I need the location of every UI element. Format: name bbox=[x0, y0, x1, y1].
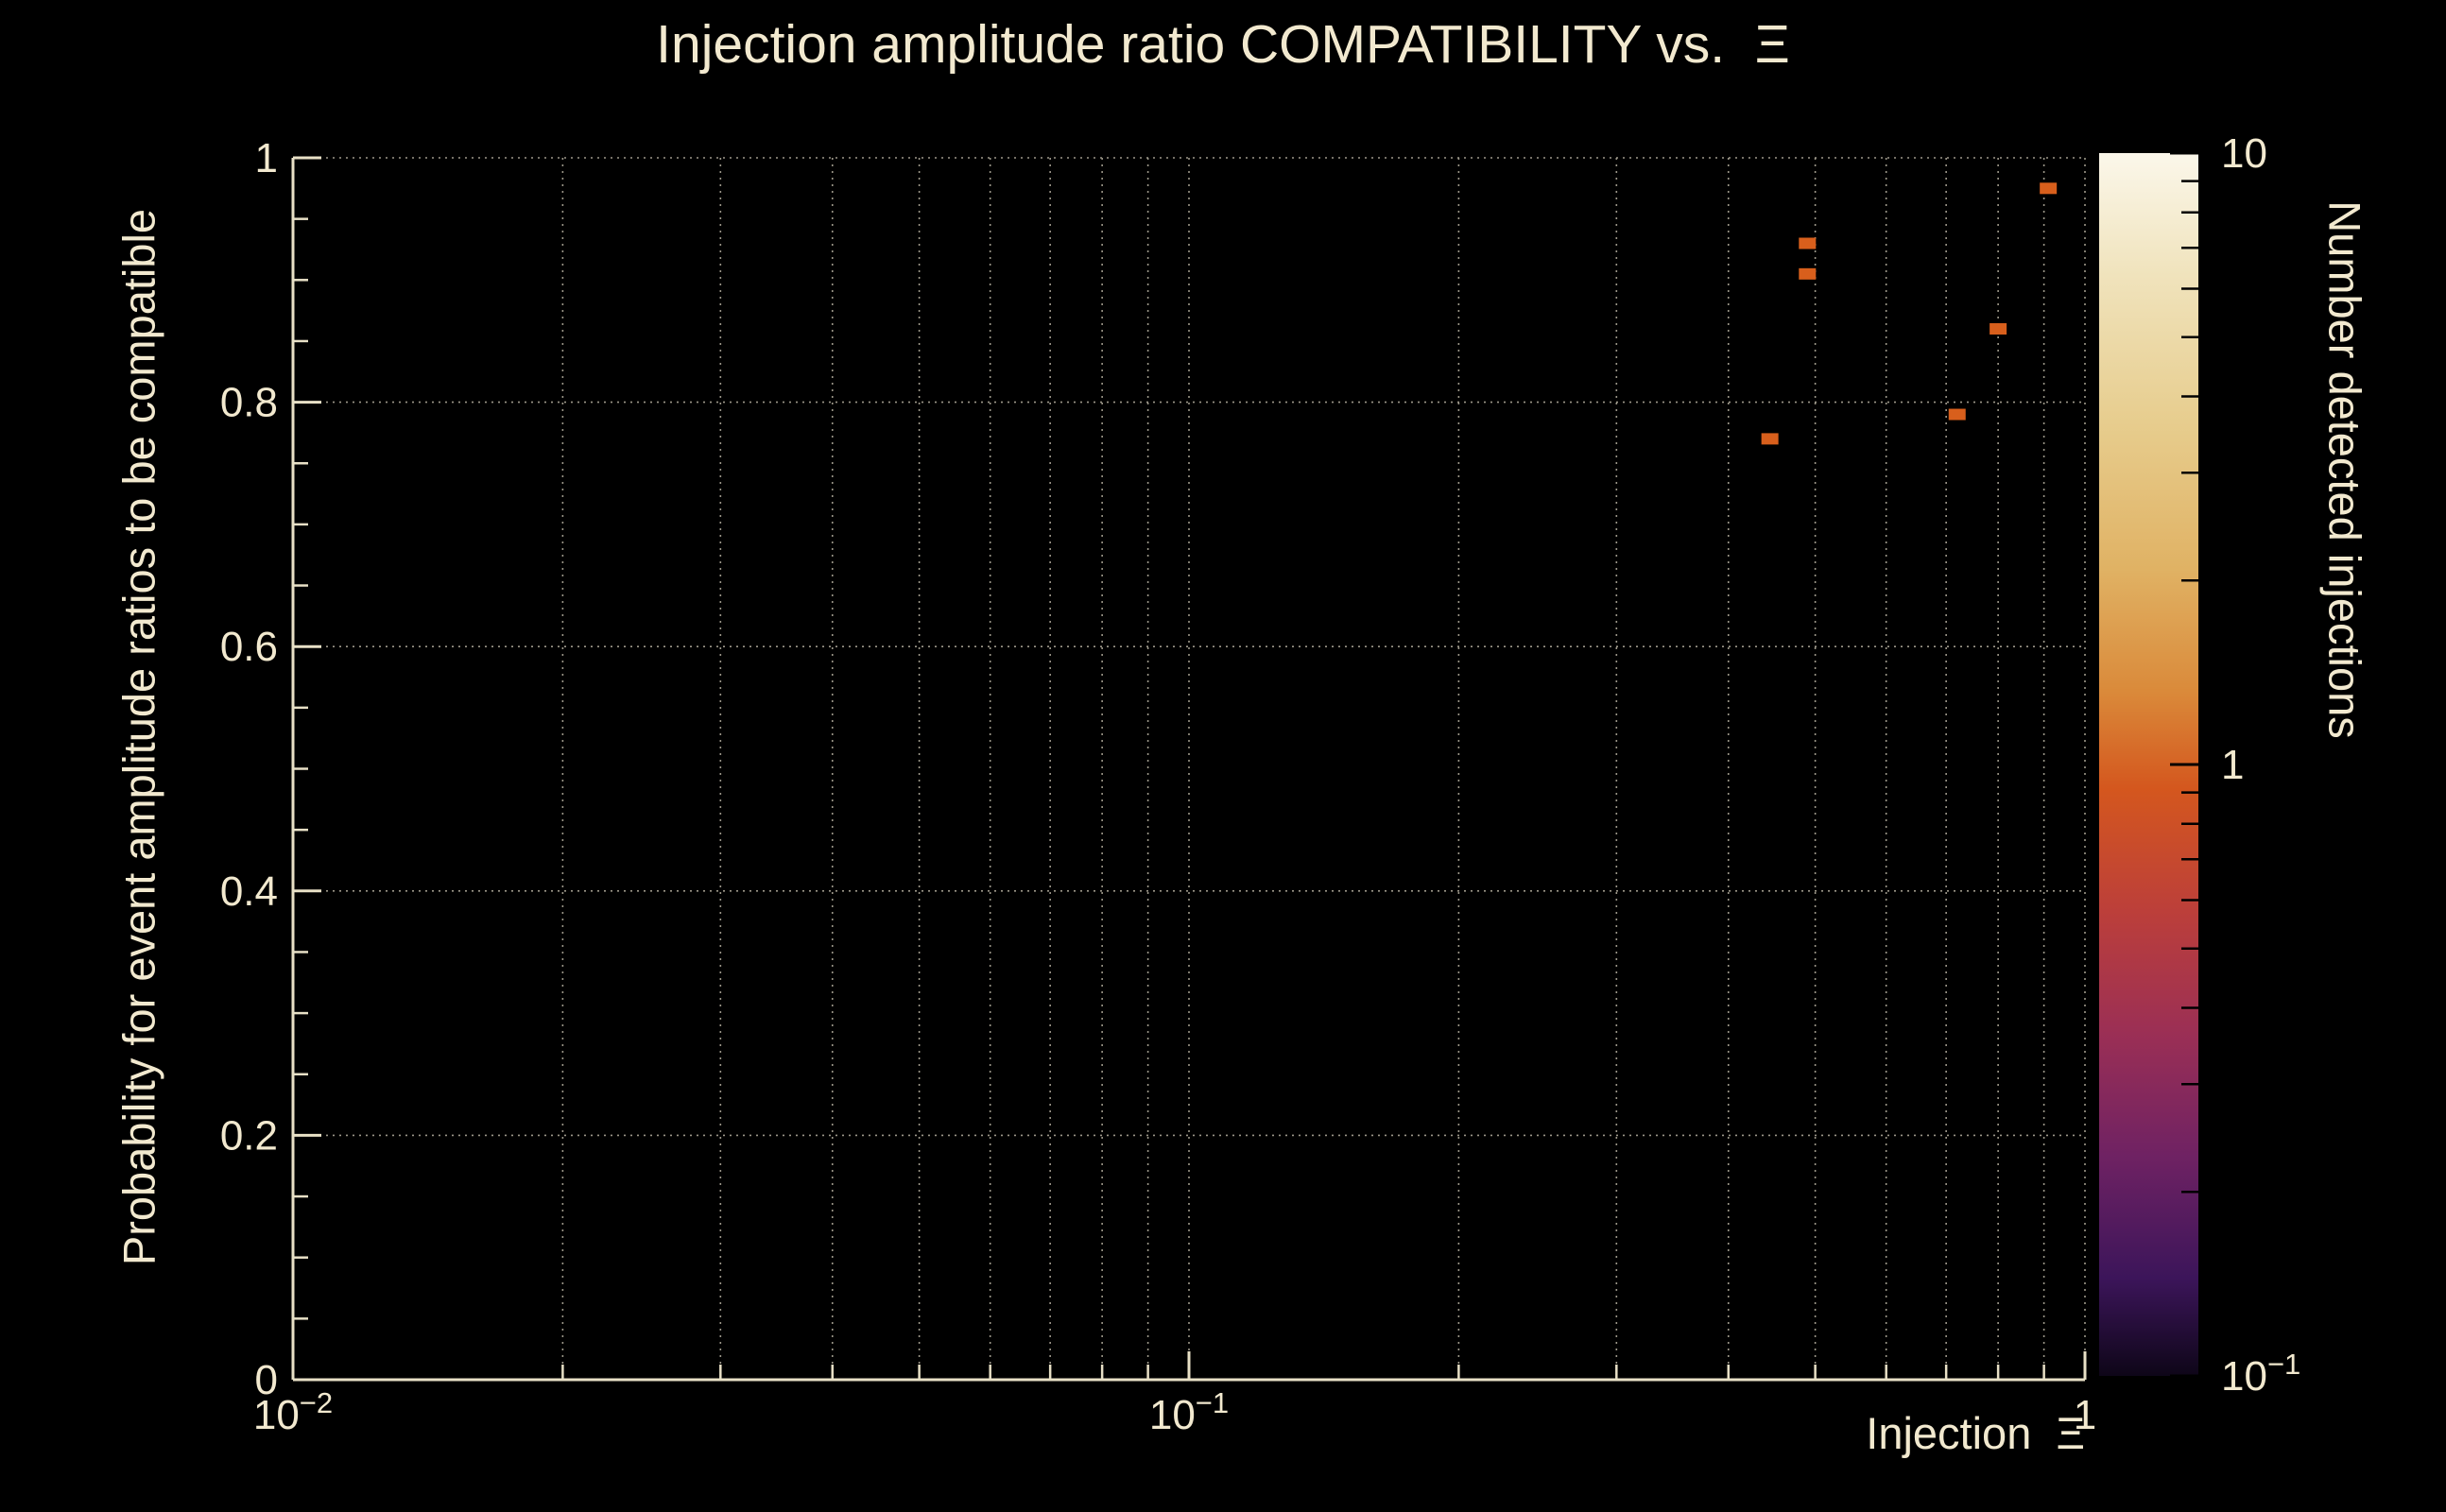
data-point bbox=[2040, 182, 2058, 195]
colorbar-tick-label: 10−1 bbox=[2221, 1348, 2300, 1400]
y-tick-label: 0.4 bbox=[220, 868, 278, 915]
y-tick-label: 0.8 bbox=[220, 380, 278, 426]
y-tick-label: 0.2 bbox=[220, 1112, 278, 1159]
x-tick-label: 1 bbox=[2074, 1392, 2096, 1438]
data-point bbox=[1799, 237, 1817, 249]
colorbar-tick-label: 1 bbox=[2221, 742, 2244, 788]
data-point bbox=[1990, 323, 2007, 335]
data-point bbox=[1948, 408, 1966, 421]
y-axis-title: Probability for event amplitude ratios t… bbox=[113, 208, 164, 1266]
chart-title: Injection amplitude ratio COMPATIBILITY … bbox=[656, 14, 1790, 75]
data-point bbox=[1761, 433, 1779, 445]
y-tick-label: 0 bbox=[255, 1357, 278, 1403]
colorbar-title: Number detected injections bbox=[2319, 200, 2370, 739]
y-tick-label: 1 bbox=[255, 135, 278, 181]
x-tick-label: 10−1 bbox=[1149, 1386, 1229, 1438]
data-point bbox=[1799, 267, 1817, 280]
x-axis-title: Injection Ξ bbox=[1866, 1408, 2085, 1458]
y-tick-label: 0.6 bbox=[220, 624, 278, 670]
colorbar-tick-label: 10 bbox=[2221, 130, 2267, 177]
